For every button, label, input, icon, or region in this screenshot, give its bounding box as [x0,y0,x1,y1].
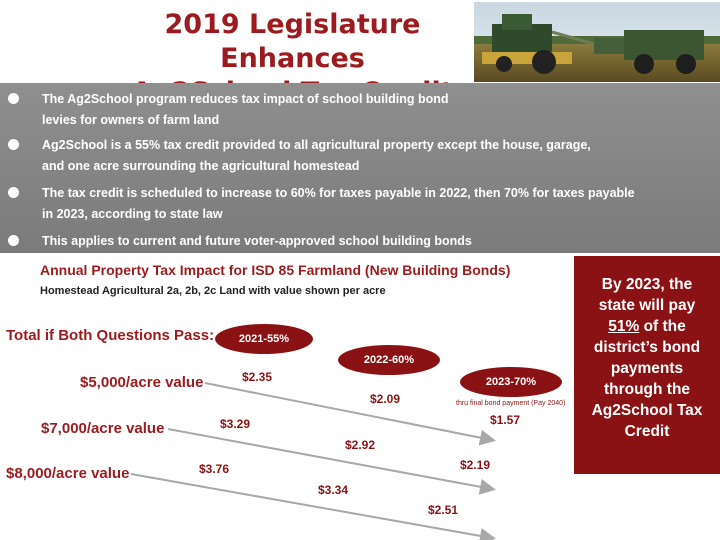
trend-arrow [130,473,496,540]
bullet-line: The tax credit is scheduled to increase … [42,186,635,200]
value-8000-2022: $3.34 [318,483,349,497]
chart-title: Annual Property Tax Impact for ISD 85 Fa… [40,262,511,278]
bullet-band: The Ag2School program reduces tax impact… [0,83,720,253]
value-5000-2022: $2.09 [370,392,401,406]
farm-harvest-photo [474,2,720,82]
title-line-1: 2019 Legislature Enhances [164,9,421,74]
period-badge-2021: 2021-55% [215,324,313,354]
callout-text-post: of the district’s bond payments through … [591,318,703,440]
bullet-dot-icon [8,93,19,104]
callout-percent: 51% [608,318,640,335]
bullet-line: levies for owners of farm land [42,113,220,127]
value-7000-2021: $3.29 [220,417,251,431]
state-share-callout: By 2023, the state will pay 51% of the d… [574,256,720,474]
value-7000-2022: $2.92 [345,438,376,452]
total-label: Total if Both Questions Pass: [6,327,215,344]
bullet-line: in 2023, according to state law [42,207,223,221]
trend-arrow [204,382,496,446]
bullet-line: The Ag2School program reduces tax impact… [42,92,449,106]
value-8000-2023: $2.51 [428,503,459,517]
row-label-7000: $7,000/acre value [41,420,165,437]
row-label-8000: $8,000/acre value [6,465,130,482]
bullet-dot-icon [8,235,19,246]
period-badge-2022: 2022-60% [338,345,440,375]
value-5000-2023: $1.57 [490,413,521,427]
value-7000-2023: $2.19 [460,458,491,472]
period-badge-2023: 2023-70% [460,367,562,397]
row-label-5000: $5,000/acre value [80,374,204,391]
callout-text-pre: By 2023, the state will pay [598,276,696,314]
chart-subtitle: Homestead Agricultural 2a, 2b, 2c Land w… [40,285,386,297]
period-note: thru final bond payment (Pay 2040) [456,400,566,407]
bullet-line: This applies to current and future voter… [42,234,472,248]
bullet-line: and one acre surrounding the agricultura… [42,159,360,173]
trend-arrow [167,428,496,495]
bullet-dot-icon [8,139,19,150]
value-5000-2021: $2.35 [242,370,273,384]
bullet-line: Ag2School is a 55% tax credit provided t… [42,138,591,152]
value-8000-2021: $3.76 [199,462,230,476]
bullet-dot-icon [8,187,19,198]
